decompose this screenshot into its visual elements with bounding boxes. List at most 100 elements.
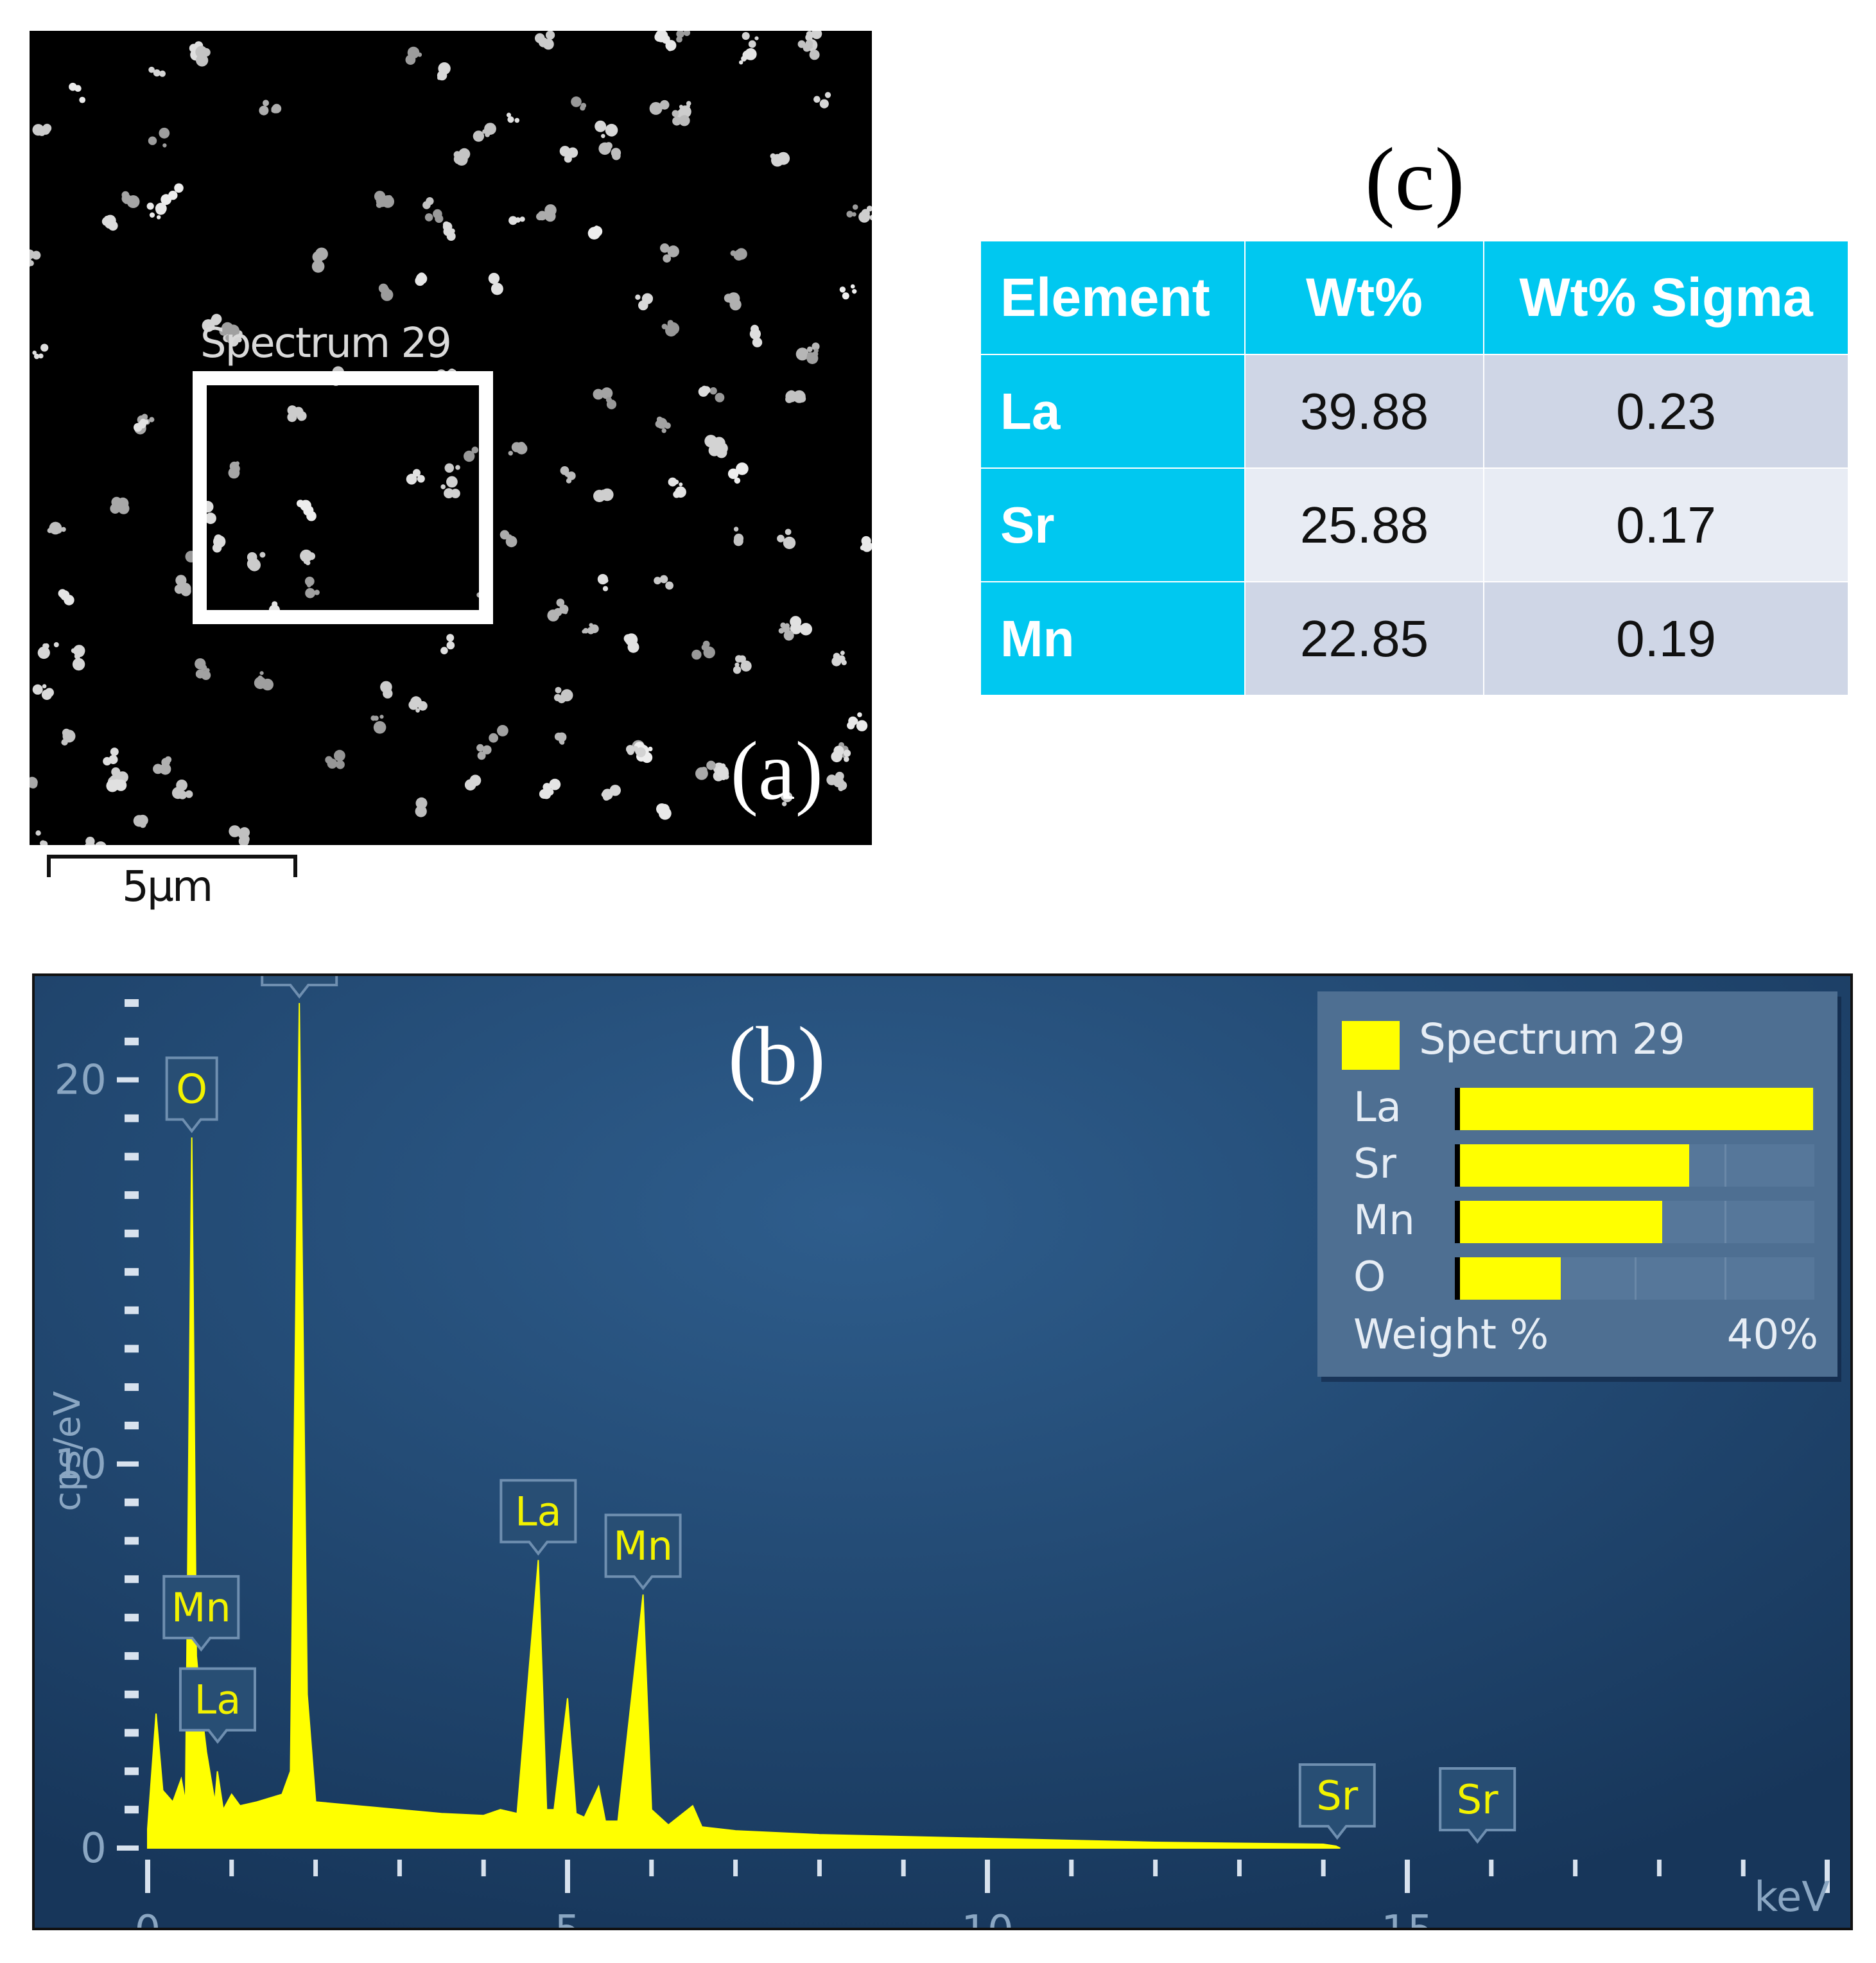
sem-particle-blob bbox=[415, 708, 420, 713]
sem-particle bbox=[742, 31, 759, 48]
sem-particle-blob bbox=[536, 213, 544, 221]
sem-particle-blob bbox=[259, 105, 269, 116]
x-tick-label: 0 bbox=[135, 1907, 161, 1928]
sem-particle-blob bbox=[446, 641, 455, 650]
sem-particle-blob bbox=[53, 642, 59, 647]
sem-particle-blob bbox=[782, 792, 791, 801]
sem-particle-blob bbox=[126, 195, 140, 208]
peak-label-text: Sr bbox=[1316, 1772, 1358, 1819]
sem-particle-blob bbox=[201, 670, 211, 680]
sem-particle-blob bbox=[562, 150, 568, 155]
sem-particle-blob bbox=[607, 128, 616, 137]
sem-particle-blob bbox=[783, 536, 796, 550]
sem-particle bbox=[691, 640, 715, 660]
sem-particle-blob bbox=[858, 211, 871, 223]
peak-label-box bbox=[261, 976, 338, 999]
sem-particle-blob bbox=[535, 33, 545, 44]
wt-cell: 39.88 bbox=[1244, 354, 1484, 469]
sem-particle bbox=[739, 48, 757, 65]
sem-particle-blob bbox=[716, 765, 729, 778]
sem-particle bbox=[440, 476, 460, 499]
sem-particle bbox=[202, 313, 222, 332]
sem-particle bbox=[370, 715, 386, 734]
sem-particle-blob bbox=[735, 248, 747, 260]
sem-particle-blob bbox=[247, 552, 257, 563]
sem-particle bbox=[121, 191, 140, 208]
x-tick-label: 5 bbox=[555, 1907, 581, 1928]
sem-particle-blob bbox=[790, 616, 802, 628]
sem-particle bbox=[300, 549, 315, 566]
sem-particle bbox=[103, 747, 119, 766]
sem-particle bbox=[297, 500, 317, 521]
sem-particle-blob bbox=[298, 415, 304, 421]
peak-label-box bbox=[165, 1056, 218, 1133]
sem-particle-blob bbox=[654, 577, 661, 585]
sem-particle-blob bbox=[601, 792, 607, 798]
sem-particle-blob bbox=[123, 197, 130, 204]
sem-particle-blob bbox=[846, 211, 853, 218]
sem-particle bbox=[489, 725, 508, 743]
header-wt: Wt% bbox=[1244, 240, 1484, 355]
sem-particle-blob bbox=[847, 721, 855, 729]
sem-particle-blob bbox=[559, 740, 565, 745]
sem-particle-blob bbox=[571, 96, 582, 107]
sem-particle bbox=[32, 684, 54, 700]
sem-particle-blob bbox=[85, 842, 96, 845]
sem-particle-blob bbox=[733, 536, 743, 546]
sem-particle-blob bbox=[842, 292, 849, 300]
sem-particle-blob bbox=[589, 623, 593, 627]
sem-particle-blob bbox=[148, 136, 157, 145]
sem-particle bbox=[146, 202, 167, 220]
sem-particle-blob bbox=[161, 194, 172, 205]
sem-particle-blob bbox=[734, 477, 741, 484]
sem-particle-blob bbox=[660, 243, 670, 253]
sem-particle-blob bbox=[272, 601, 278, 607]
sem-particle bbox=[553, 686, 573, 704]
peak-label-box bbox=[499, 1479, 577, 1556]
y-tick-label: 20 bbox=[55, 1057, 107, 1104]
sem-particle-blob bbox=[706, 760, 716, 771]
x-axis: 0 5 10 15 bbox=[135, 1860, 1830, 1928]
sem-particle-blob bbox=[654, 32, 664, 42]
sem-particle-blob bbox=[239, 827, 250, 838]
spectrum-chart: 0 10 20 0 5 10 15 O Sr Mn La La Mn Sr Sr cps/eV keV bbox=[35, 976, 1850, 1928]
sem-particle-blob bbox=[514, 118, 520, 123]
sem-particle-blob bbox=[777, 152, 790, 165]
sem-particle-blob bbox=[805, 33, 813, 41]
sem-particle-blob bbox=[863, 542, 872, 551]
sem-particle bbox=[30, 776, 38, 789]
sem-particle-blob bbox=[852, 289, 857, 294]
sem-particle-blob bbox=[716, 447, 727, 458]
sem-particle-blob bbox=[752, 337, 763, 347]
sem-particle-blob bbox=[547, 609, 559, 622]
peak-label-text: La bbox=[515, 1488, 562, 1535]
sem-particle-blob bbox=[851, 717, 858, 724]
sem-particle bbox=[32, 123, 52, 136]
sem-particle-blob bbox=[38, 353, 44, 359]
sem-particle-blob bbox=[440, 647, 448, 654]
legend-gridline bbox=[1724, 1201, 1726, 1243]
peak-label-mn: Mn bbox=[604, 1514, 682, 1591]
sem-particle-blob bbox=[703, 646, 715, 659]
sem-particle-blob bbox=[679, 482, 683, 487]
sem-particle-blob bbox=[111, 767, 121, 777]
sem-particle-blob bbox=[633, 645, 639, 651]
sem-particle-blob bbox=[42, 684, 47, 688]
sem-particle bbox=[571, 96, 587, 111]
sem-particle bbox=[559, 146, 578, 163]
legend-bar-track bbox=[1455, 1201, 1814, 1243]
sem-particle-blob bbox=[227, 324, 240, 338]
sem-particle bbox=[846, 204, 858, 218]
sem-particle-blob bbox=[724, 293, 733, 303]
sem-particle-blob bbox=[852, 212, 856, 217]
peak-label-sr: Sr bbox=[1298, 1763, 1376, 1840]
sem-particle bbox=[374, 191, 394, 208]
sem-particle bbox=[626, 745, 646, 758]
legend-bar-base bbox=[1455, 1257, 1460, 1300]
sem-particle-blob bbox=[740, 660, 752, 672]
sem-particle-blob bbox=[442, 221, 450, 229]
sem-particle-blob bbox=[64, 731, 74, 740]
sem-particle-blob bbox=[413, 469, 421, 477]
scale-bar bbox=[47, 855, 297, 877]
sem-particle-blob bbox=[155, 202, 167, 214]
